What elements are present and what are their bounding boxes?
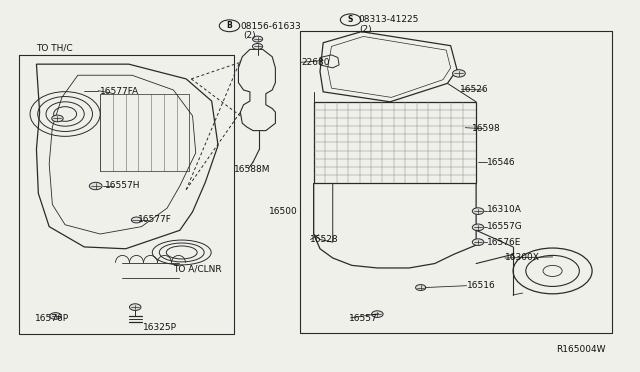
Text: 16300X: 16300X (505, 253, 540, 263)
Text: 16557G: 16557G (487, 222, 523, 231)
Circle shape (472, 239, 484, 246)
Text: 16588M: 16588M (234, 165, 271, 174)
Text: 16598: 16598 (472, 124, 500, 133)
Circle shape (452, 70, 465, 77)
Text: 16325P: 16325P (143, 323, 177, 331)
Text: TO TH/C: TO TH/C (36, 43, 73, 52)
Text: 16557H: 16557H (105, 182, 141, 190)
Text: TO A/CLNR: TO A/CLNR (173, 264, 222, 273)
Text: 16546: 16546 (487, 157, 516, 167)
Text: 16557: 16557 (349, 314, 378, 323)
Circle shape (472, 208, 484, 214)
Circle shape (52, 115, 63, 122)
Circle shape (415, 285, 426, 291)
Circle shape (372, 311, 383, 317)
Text: 16500: 16500 (269, 207, 298, 217)
Circle shape (129, 304, 141, 310)
Circle shape (252, 44, 262, 49)
Text: 16516: 16516 (467, 281, 495, 290)
Text: 08313-41225: 08313-41225 (358, 15, 419, 24)
Text: (2): (2) (360, 25, 372, 33)
Bar (314, 102, 476, 183)
Text: 22680: 22680 (301, 58, 330, 67)
Circle shape (513, 248, 592, 294)
Text: 16577F: 16577F (138, 215, 172, 224)
Circle shape (90, 182, 102, 190)
Text: 16576P: 16576P (35, 314, 68, 323)
Circle shape (472, 224, 484, 231)
Circle shape (131, 217, 141, 223)
Text: 16577FA: 16577FA (100, 87, 140, 96)
Text: 16310A: 16310A (487, 205, 522, 215)
Text: (2): (2) (244, 31, 256, 40)
Text: 16528: 16528 (310, 235, 339, 244)
Text: R165004W: R165004W (556, 345, 605, 354)
Text: 16526: 16526 (460, 85, 489, 94)
Text: S: S (348, 15, 353, 24)
Text: B: B (227, 21, 232, 30)
Circle shape (50, 312, 61, 319)
Text: 08156-61633: 08156-61633 (241, 22, 301, 31)
Text: 16576E: 16576E (487, 238, 522, 247)
Circle shape (252, 36, 262, 42)
